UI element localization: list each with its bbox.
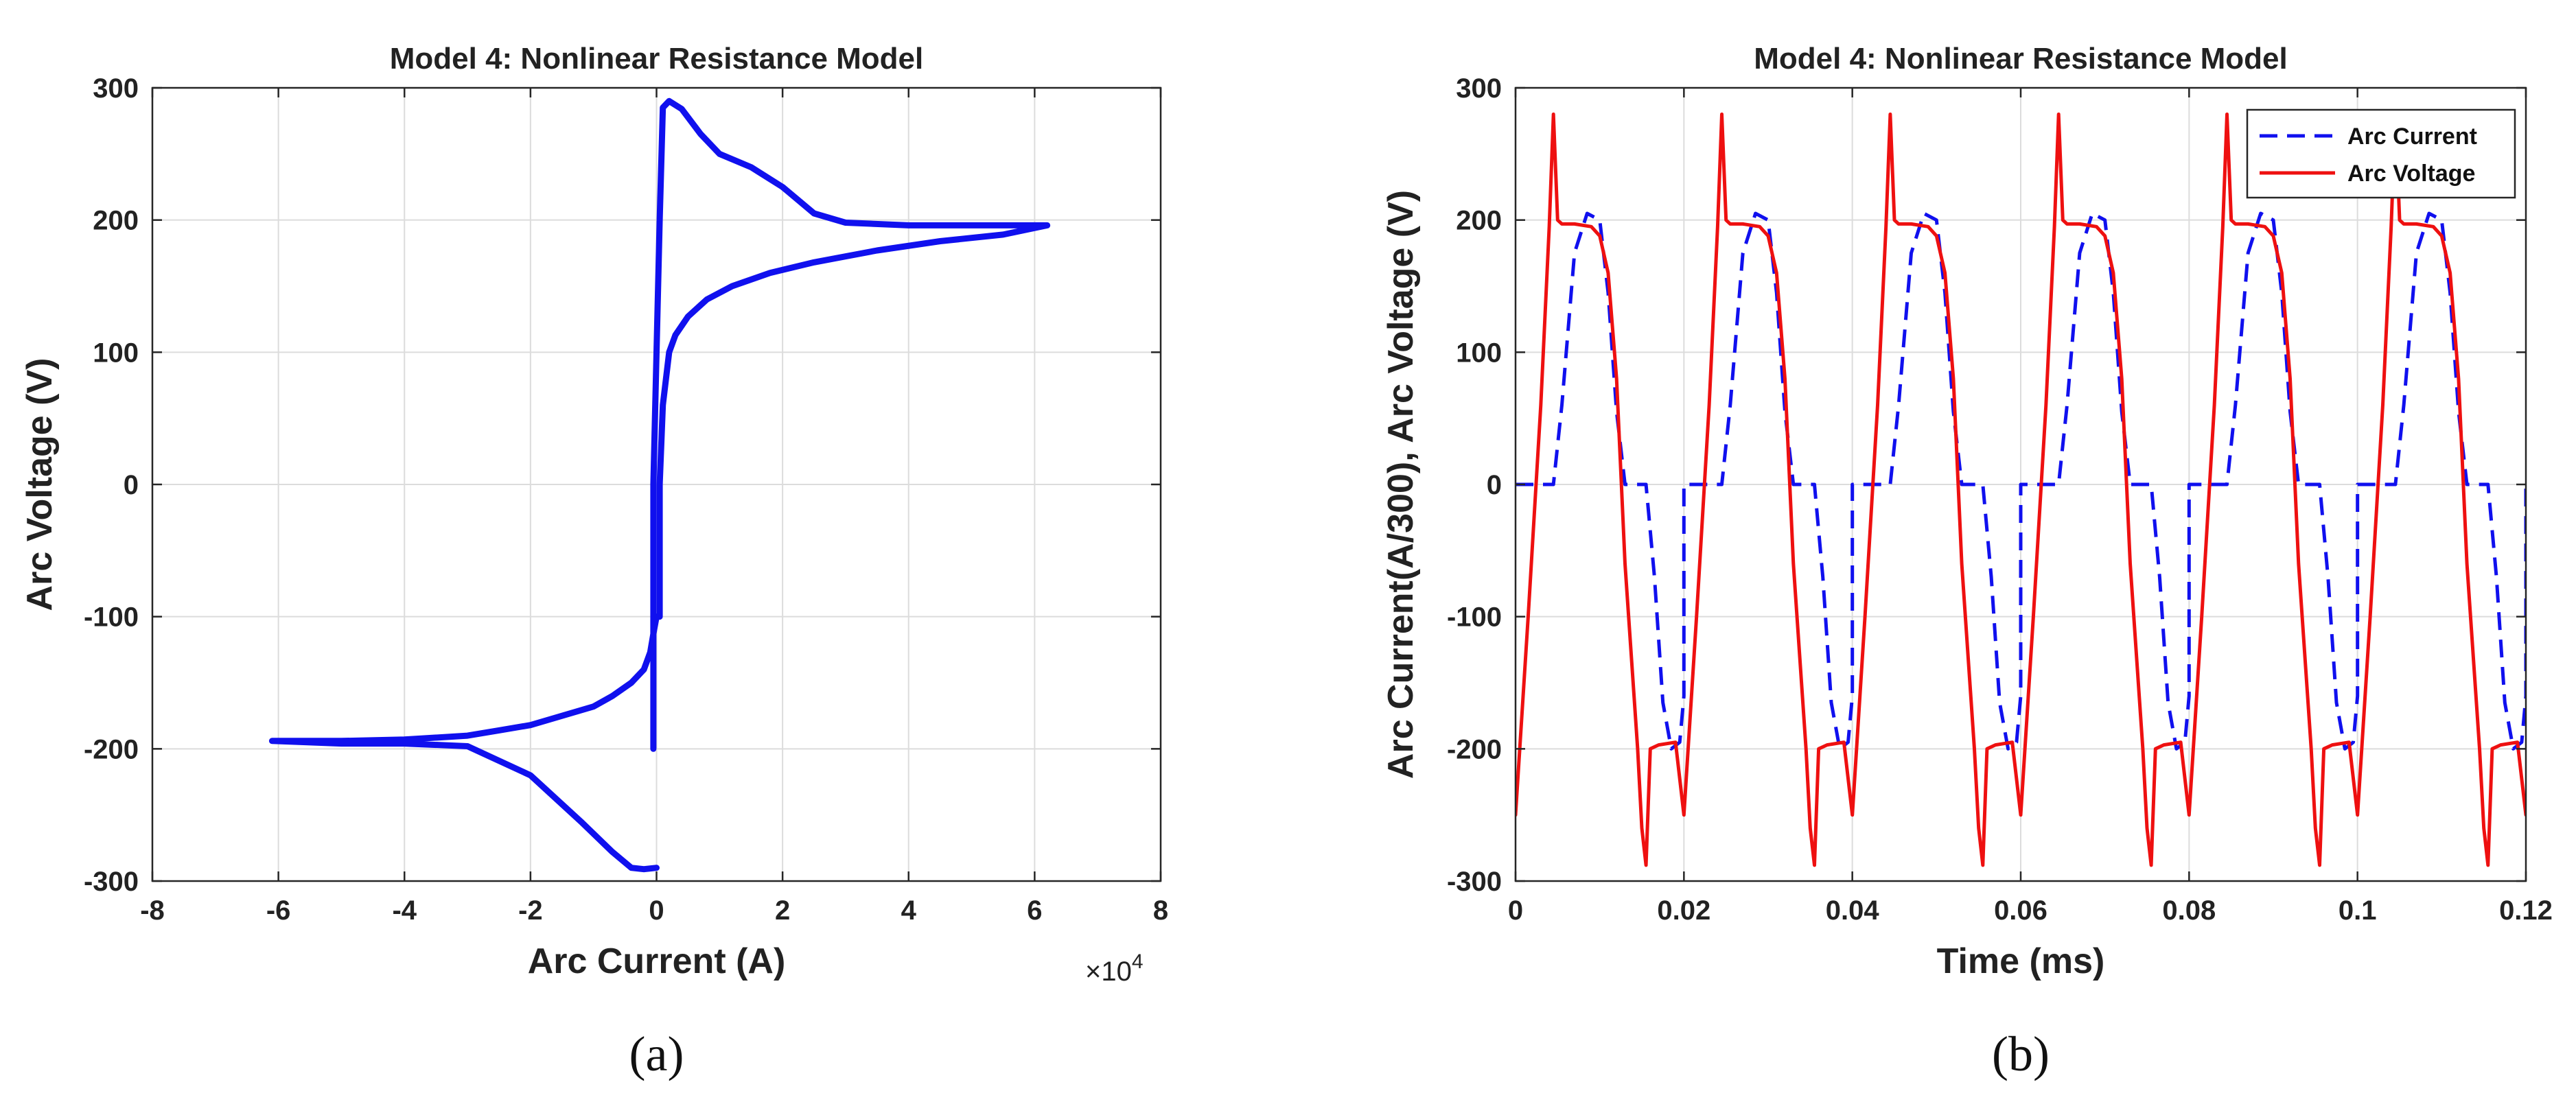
x-axis-label: Time (ms) <box>1937 941 2105 981</box>
x-tick-label: 0 <box>649 895 664 926</box>
panel-label: (b) <box>1992 1027 2050 1081</box>
x-tick-label: 0 <box>1508 895 1523 926</box>
x-axis-exponent: ×104 <box>1085 950 1144 987</box>
x-tick-label: -4 <box>392 895 417 926</box>
legend: Arc Current Arc Voltage <box>2246 108 2516 199</box>
y-tick-label: -300 <box>84 867 139 897</box>
x-tick-label: 0.06 <box>1994 895 2047 926</box>
y-axis-label: Arc Voltage (V) <box>20 358 60 611</box>
y-tick-label: 0 <box>1487 470 1502 500</box>
x-tick-label: 0.1 <box>2339 895 2377 926</box>
x-tick-label: -8 <box>140 895 165 926</box>
plot-area <box>268 97 1051 873</box>
series-arc-current <box>1516 211 2526 751</box>
chart-a: -8 -6 -4 -2 0 2 4 6 8 -300 -200 -100 0 100 200 300 Model… <box>20 42 1168 1081</box>
x-tick-label: 0.12 <box>2499 895 2553 926</box>
x-tick-label: 0.08 <box>2162 895 2216 926</box>
chart-title: Model 4: Nonlinear Resistance Model <box>1754 42 2288 75</box>
y-tick-label: 100 <box>93 338 139 368</box>
panel-label: (a) <box>629 1027 684 1081</box>
y-tick-label: 200 <box>1456 206 1502 236</box>
y-tick-label: 300 <box>1456 73 1502 104</box>
x-tick-label: -2 <box>518 895 543 926</box>
series-arc-voltage <box>1516 113 2526 867</box>
y-tick-label: 200 <box>93 206 139 236</box>
legend-box <box>2246 108 2516 199</box>
y-tick-label: 0 <box>124 470 139 500</box>
x-tick-label: 0.04 <box>1826 895 1880 926</box>
legend-entry-label: Arc Current <box>2347 124 2477 150</box>
chart-b: 0 0.02 0.04 0.06 0.08 0.1 0.12 -300 -200 -100 0 100… <box>1381 42 2553 1081</box>
x-tick-label: -6 <box>266 895 291 926</box>
x-axis-label: Arc Current (A) <box>528 941 786 981</box>
x-tick-label: 4 <box>901 895 917 926</box>
x-tick-label: 6 <box>1027 895 1042 926</box>
x-tick-label: 2 <box>775 895 790 926</box>
x-tick-label: 0.02 <box>1657 895 1710 926</box>
series-v-i-loop <box>268 97 1051 873</box>
y-tick-label: -300 <box>1447 867 1502 897</box>
y-axis-label: Arc Current(A/300), Arc Voltage (V) <box>1381 190 1421 779</box>
plot-area <box>1516 113 2526 867</box>
chart-title: Model 4: Nonlinear Resistance Model <box>390 42 924 75</box>
y-tick-label: -200 <box>84 734 139 764</box>
legend-entry-label: Arc Voltage <box>2347 161 2475 187</box>
y-tick-label: -100 <box>1447 602 1502 633</box>
y-tick-label: 300 <box>93 73 139 104</box>
y-tick-label: 100 <box>1456 338 1502 368</box>
y-tick-label: -100 <box>84 602 139 633</box>
x-tick-label: 8 <box>1153 895 1168 926</box>
y-tick-label: -200 <box>1447 734 1502 764</box>
